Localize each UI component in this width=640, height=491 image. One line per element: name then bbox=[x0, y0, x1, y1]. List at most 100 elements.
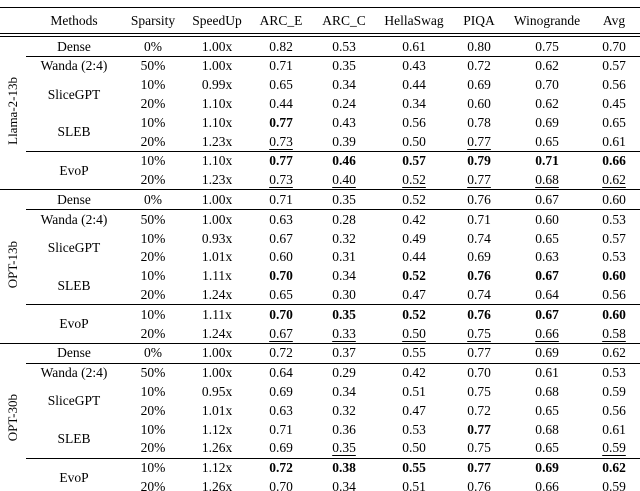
score-cell: 0.59 bbox=[588, 438, 640, 459]
score-cell: 0.65 bbox=[602, 114, 626, 130]
score-cell: 0.52 bbox=[402, 268, 426, 284]
sparsity-cell: 20% bbox=[140, 96, 166, 112]
score-cell: 0.67 bbox=[535, 306, 559, 322]
score-cell: 0.69 bbox=[506, 343, 588, 364]
score-cell: 0.64 bbox=[269, 365, 293, 381]
table-row: 20% 1.23x 0.73 0.40 0.52 0.77 0.68 0.62 bbox=[0, 170, 640, 191]
score-cell: 0.56 bbox=[602, 402, 626, 418]
score-cell: 0.66 bbox=[602, 153, 626, 169]
column-header: Avg bbox=[588, 7, 640, 37]
speedup-cell: 1.12x bbox=[201, 460, 233, 476]
score-cell: 0.52 bbox=[402, 306, 426, 322]
speedup-cell: 0.99x bbox=[201, 77, 233, 93]
table-row: SLEB 10% 1.11x 0.70 0.34 0.52 0.76 0.67 0.60 bbox=[0, 266, 640, 306]
score-cell: 0.51 bbox=[402, 478, 426, 491]
score-cell: 0.82 bbox=[250, 35, 312, 57]
method-cell: Dense bbox=[26, 189, 122, 211]
score-cell: 0.66 bbox=[506, 323, 588, 344]
score-cell: 0.63 bbox=[535, 249, 559, 265]
sparsity-cell: 20% bbox=[122, 131, 184, 152]
score-cell: 0.35 bbox=[312, 189, 376, 211]
sparsity-cell: 20% bbox=[122, 285, 184, 306]
sparsity-cell: 50% bbox=[140, 58, 166, 74]
score-cell: 0.77 bbox=[467, 460, 491, 476]
score-cell: 0.62 bbox=[535, 96, 559, 112]
table-row: SLEB 10% 1.10x 0.77 0.43 0.56 0.78 0.69 0.65 bbox=[0, 113, 640, 152]
score-cell: 0.70 bbox=[588, 35, 640, 57]
group-label-text: Llama-2-13b bbox=[5, 77, 20, 146]
table-row: 20% 1.24x 0.65 0.30 0.47 0.74 0.64 0.56 bbox=[0, 285, 640, 306]
score-cell: 0.53 bbox=[602, 249, 626, 265]
score-cell: 0.62 bbox=[588, 343, 640, 364]
score-cell: 0.46 bbox=[332, 153, 356, 169]
score-cell: 0.60 bbox=[602, 268, 626, 284]
table-row: 20% 1.01x 0.60 0.31 0.44 0.69 0.63 0.53 bbox=[0, 248, 640, 267]
score-cell: 0.50 bbox=[376, 323, 452, 344]
score-cell: 0.70 bbox=[269, 306, 293, 322]
sparsity-cell: 10% bbox=[140, 268, 166, 284]
score-cell: 0.69 bbox=[250, 438, 312, 459]
score-cell: 0.76 bbox=[467, 478, 491, 491]
method-cell: Wanda (2:4) bbox=[40, 211, 108, 227]
speedup-cell: 1.26x bbox=[201, 478, 233, 491]
score-cell: 0.69 bbox=[269, 383, 293, 399]
score-cell: 0.65 bbox=[506, 131, 588, 152]
table-row: Wanda (2:4) 50% 1.00x 0.64 0.29 0.42 0.70 0.61 0… bbox=[0, 363, 640, 382]
score-cell: 0.35 bbox=[332, 58, 356, 74]
table-row: EvoP 10% 1.10x 0.77 0.46 0.57 0.79 0.71 0.66 bbox=[0, 151, 640, 191]
score-cell: 0.33 bbox=[312, 323, 376, 344]
score-cell: 0.69 bbox=[467, 77, 491, 93]
score-cell: 0.53 bbox=[602, 365, 626, 381]
speedup-cell: 1.23x bbox=[184, 131, 250, 152]
speedup-cell: 0.93x bbox=[201, 230, 233, 246]
sparsity-cell: 10% bbox=[140, 421, 166, 437]
score-cell: 0.34 bbox=[332, 383, 356, 399]
speedup-cell: 1.00x bbox=[184, 189, 250, 211]
speedup-cell: 1.00x bbox=[201, 365, 233, 381]
score-cell: 0.37 bbox=[312, 343, 376, 364]
score-cell: 0.69 bbox=[467, 249, 491, 265]
table-row: Llama-2-13b Dense 0% 1.00x 0.82 0.53 0.61 0.80 0… bbox=[0, 35, 640, 191]
score-cell: 0.79 bbox=[467, 153, 491, 169]
speedup-cell: 1.10x bbox=[201, 96, 233, 112]
score-cell: 0.67 bbox=[506, 189, 588, 211]
group-label: OPT-30b bbox=[0, 343, 26, 491]
score-cell: 0.71 bbox=[269, 421, 293, 437]
score-cell: 0.77 bbox=[452, 170, 506, 191]
score-cell: 0.49 bbox=[402, 230, 426, 246]
score-cell: 0.69 bbox=[535, 460, 559, 476]
method-cell: SliceGPT bbox=[47, 86, 101, 102]
sparsity-cell: 0% bbox=[122, 35, 184, 57]
score-cell: 0.43 bbox=[402, 58, 426, 74]
score-cell: 0.44 bbox=[402, 249, 426, 265]
score-cell: 0.63 bbox=[269, 211, 293, 227]
score-cell: 0.38 bbox=[332, 460, 356, 476]
group-label: OPT-13b bbox=[0, 189, 26, 344]
score-cell: 0.59 bbox=[602, 383, 626, 399]
method-cell: Wanda (2:4) bbox=[40, 365, 108, 381]
score-cell: 0.65 bbox=[535, 230, 559, 246]
score-cell: 0.57 bbox=[602, 230, 626, 246]
sparsity-cell: 10% bbox=[140, 153, 166, 169]
speedup-cell: 1.26x bbox=[184, 438, 250, 459]
score-cell: 0.62 bbox=[602, 460, 626, 476]
score-cell: 0.35 bbox=[312, 438, 376, 459]
score-cell: 0.50 bbox=[376, 131, 452, 152]
score-cell: 0.77 bbox=[452, 343, 506, 364]
score-cell: 0.78 bbox=[467, 114, 491, 130]
method-cell: EvoP bbox=[26, 304, 122, 344]
score-cell: 0.60 bbox=[535, 211, 559, 227]
score-cell: 0.32 bbox=[332, 402, 356, 418]
score-cell: 0.47 bbox=[402, 402, 426, 418]
score-cell: 0.32 bbox=[332, 230, 356, 246]
score-cell: 0.42 bbox=[402, 365, 426, 381]
score-cell: 0.35 bbox=[332, 306, 356, 322]
method-cell: Wanda (2:4) bbox=[40, 58, 108, 74]
score-cell: 0.58 bbox=[588, 323, 640, 344]
speedup-cell: 1.11x bbox=[202, 268, 232, 284]
score-cell: 0.29 bbox=[332, 365, 356, 381]
sparsity-cell: 20% bbox=[122, 170, 184, 191]
score-cell: 0.65 bbox=[506, 438, 588, 459]
score-cell: 0.77 bbox=[467, 421, 491, 437]
score-cell: 0.67 bbox=[535, 268, 559, 284]
